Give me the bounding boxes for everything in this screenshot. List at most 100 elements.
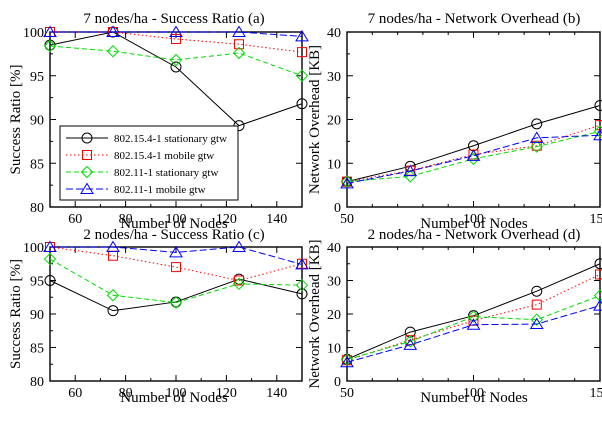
series-line (346, 134, 601, 184)
data-point (404, 326, 416, 338)
data-point (403, 338, 418, 350)
data-point (595, 269, 602, 280)
series-line (49, 278, 303, 312)
data-point (340, 176, 354, 189)
data-point (594, 100, 602, 111)
data-point (403, 164, 418, 177)
plot-frame (49, 246, 303, 382)
data-point (232, 277, 246, 291)
legend: 802.15.4-1 stationary gtw 802.15.4-1 mobi… (59, 125, 239, 201)
data-point (530, 313, 543, 326)
y-tick-label: 85 (30, 342, 44, 357)
data-point (404, 170, 417, 183)
data-point (234, 39, 244, 50)
legend-marker (82, 150, 92, 160)
series-line (346, 305, 601, 363)
x-tick-label: 140 (266, 212, 287, 227)
legend-marker (81, 132, 93, 144)
x-tick-label: 140 (266, 386, 287, 401)
data-point (529, 317, 544, 330)
data-point (593, 128, 602, 141)
data-point (595, 120, 602, 131)
y-tick-label: 20 (327, 114, 341, 129)
x-tick-label: 150 (590, 212, 602, 227)
chart-title: 2 nodes/ha - Network Overhead (d) (368, 227, 581, 243)
chart-panel-2: 7 nodes/ha - Network Overhead (b) Number … (307, 11, 602, 232)
data-point (234, 275, 244, 286)
x-tick-label: 100 (463, 212, 484, 227)
chart-title: 7 nodes/ha - Network Overhead (b) (368, 11, 581, 27)
data-point (43, 240, 57, 252)
y-tick-label: 0 (334, 375, 341, 390)
plot-frame (346, 31, 601, 208)
data-point (171, 34, 181, 44)
x-axis-label: Number of Nodes (120, 216, 228, 232)
series-1 (44, 26, 308, 132)
y-tick-label: 80 (30, 201, 44, 216)
x-tick-label: 80 (119, 212, 133, 227)
data-point (593, 299, 602, 311)
data-point (467, 310, 480, 323)
series-1 (44, 273, 308, 317)
chart-title: 7 nodes/ha - Success Ratio (a) (83, 11, 264, 27)
data-point (531, 285, 543, 297)
x-tick-label: 120 (216, 386, 237, 401)
series-3 (43, 39, 309, 82)
x-tick-label: 50 (340, 386, 354, 401)
data-point (106, 240, 120, 252)
series-3 (340, 289, 602, 366)
series-line (346, 124, 601, 183)
y-tick-label: 80 (30, 375, 44, 390)
series-line (49, 31, 303, 127)
data-point (232, 46, 246, 60)
y-tick-label: 0 (334, 201, 341, 216)
series-line (346, 130, 601, 183)
legend-marker (80, 182, 94, 194)
x-tick-label: 120 (216, 212, 237, 227)
data-point (106, 289, 120, 302)
data-point (466, 318, 481, 330)
data-point (466, 149, 481, 161)
series-4 (340, 128, 602, 189)
y-tick-label: 95 (30, 70, 44, 85)
data-point (530, 140, 543, 153)
data-point (106, 45, 120, 58)
data-point (340, 175, 354, 188)
data-point (340, 353, 354, 366)
y-tick-label: 90 (30, 114, 44, 129)
y-tick-label: 30 (327, 70, 341, 85)
data-point (295, 69, 309, 82)
series-4 (43, 240, 309, 270)
data-point (404, 335, 417, 348)
data-point (169, 296, 183, 309)
plot-frame (346, 246, 601, 382)
data-point (295, 278, 309, 292)
x-tick-label: 100 (463, 386, 484, 401)
series-line (346, 263, 601, 360)
data-point (170, 61, 182, 73)
data-point (169, 245, 183, 258)
legend-entry: 802.11-1 stationary gtw (114, 167, 218, 179)
data-point (43, 39, 57, 53)
y-tick-label: 95 (30, 275, 44, 290)
data-point (169, 25, 183, 37)
y-tick-label: 20 (327, 308, 341, 323)
y-tick-label: 30 (327, 275, 341, 290)
series-4 (340, 299, 602, 368)
data-point (593, 125, 602, 138)
data-point (531, 299, 542, 310)
data-point (295, 257, 309, 270)
legend-entry: 802.15.4-1 stationary gtw (114, 133, 227, 145)
data-point (43, 25, 57, 37)
x-tick-label: 100 (166, 212, 187, 227)
y-axis-label: Network Overhead [KB] (307, 239, 323, 388)
series-line (346, 105, 601, 183)
chart-panel-1: 7 nodes/ha - Success Ratio (a) Number of … (8, 11, 309, 232)
y-tick-label: 100 (23, 26, 44, 41)
data-point (594, 258, 602, 270)
x-axis-label: Number of Nodes (120, 390, 228, 406)
series-line (49, 258, 303, 304)
data-point (593, 289, 602, 302)
series-1 (341, 100, 602, 188)
